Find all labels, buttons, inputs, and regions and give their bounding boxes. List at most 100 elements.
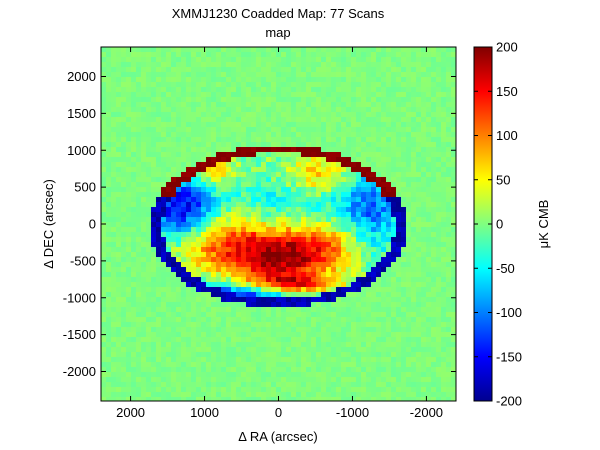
heatmap-cell [296, 197, 302, 203]
heatmap-cell [186, 77, 192, 83]
heatmap-cell [326, 157, 332, 163]
heatmap-cell [291, 352, 297, 358]
heatmap-cell [286, 137, 292, 143]
heatmap-cell [171, 192, 177, 198]
heatmap-cell [391, 297, 397, 303]
heatmap-cell [426, 167, 432, 173]
heatmap-cell [436, 62, 442, 68]
heatmap-cell [101, 117, 107, 123]
heatmap-cell [376, 242, 382, 248]
heatmap-cell [211, 267, 217, 273]
heatmap-cell [391, 172, 397, 178]
heatmap-cell [186, 102, 192, 108]
heatmap-cell [301, 197, 307, 203]
heatmap-cell [371, 357, 377, 363]
heatmap-cell [391, 267, 397, 273]
heatmap-cell [391, 87, 397, 93]
heatmap-cell [191, 102, 197, 108]
heatmap-cell [121, 247, 127, 253]
heatmap-cell [191, 147, 197, 153]
heatmap-cell [381, 72, 387, 78]
heatmap-cell [196, 287, 202, 293]
heatmap-cell [361, 47, 367, 53]
heatmap-cell [266, 247, 272, 253]
heatmap-cell [226, 357, 232, 363]
heatmap-cell [306, 182, 312, 188]
heatmap-cell [431, 382, 437, 388]
heatmap-cell [346, 137, 352, 143]
heatmap-cell [141, 102, 147, 108]
heatmap-cell [211, 297, 217, 303]
heatmap-cell [171, 312, 177, 318]
heatmap-cell [191, 267, 197, 273]
heatmap-cell [131, 177, 137, 183]
heatmap-cell [411, 47, 417, 53]
heatmap-cell [196, 322, 202, 328]
heatmap-cell [261, 182, 267, 188]
heatmap-cell [216, 182, 222, 188]
heatmap-cell [421, 222, 427, 228]
heatmap-cell [116, 352, 122, 358]
heatmap-cell [126, 82, 132, 88]
heatmap-cell [236, 352, 242, 358]
heatmap-cell [246, 57, 252, 63]
heatmap-cell [271, 132, 277, 138]
heatmap-cell [371, 157, 377, 163]
heatmap-cell [331, 247, 337, 253]
heatmap-cell [206, 82, 212, 88]
heatmap-cell [411, 67, 417, 73]
heatmap-cell [106, 282, 112, 288]
heatmap-cell [236, 367, 242, 373]
heatmap-cell [161, 307, 167, 313]
heatmap-cell [406, 247, 412, 253]
heatmap-cell [306, 237, 312, 243]
heatmap-cell [411, 52, 417, 58]
heatmap-cell [396, 247, 402, 253]
heatmap-cell [281, 222, 287, 228]
heatmap-cell [246, 157, 252, 163]
heatmap-cell [296, 342, 302, 348]
heatmap-cell [276, 392, 282, 398]
heatmap-cell [121, 377, 127, 383]
heatmap-cell [166, 312, 172, 318]
heatmap-cell [216, 97, 222, 103]
heatmap-cell [306, 352, 312, 358]
heatmap-cell [361, 147, 367, 153]
heatmap-cell [121, 122, 127, 128]
heatmap-cell [206, 152, 212, 158]
heatmap-cell [106, 187, 112, 193]
heatmap-cell [371, 192, 377, 198]
heatmap-cell [146, 357, 152, 363]
heatmap-cell [216, 82, 222, 88]
heatmap-cell [126, 302, 132, 308]
heatmap-cell [361, 342, 367, 348]
heatmap-cell [276, 182, 282, 188]
heatmap-cell [411, 152, 417, 158]
heatmap-cell [326, 387, 332, 393]
heatmap-cell [276, 257, 282, 263]
heatmap-cell [186, 172, 192, 178]
heatmap-cell [261, 132, 267, 138]
heatmap-cell [446, 352, 452, 358]
heatmap-cell [296, 107, 302, 113]
heatmap-cell [351, 317, 357, 323]
heatmap-cell [121, 197, 127, 203]
heatmap-cell [361, 307, 367, 313]
heatmap-cell [431, 92, 437, 98]
heatmap-cell [221, 62, 227, 68]
heatmap-cell [346, 47, 352, 53]
heatmap-cell [286, 182, 292, 188]
heatmap-cell [241, 217, 247, 223]
heatmap-cell [256, 122, 262, 128]
heatmap-cell [326, 152, 332, 158]
heatmap-cell [266, 87, 272, 93]
heatmap-cell [271, 67, 277, 73]
heatmap-cell [271, 52, 277, 58]
heatmap-cell [271, 382, 277, 388]
heatmap-cell [151, 362, 157, 368]
heatmap-cell [421, 132, 427, 138]
heatmap-cell [381, 132, 387, 138]
heatmap-cell [361, 72, 367, 78]
heatmap-cell [206, 267, 212, 273]
heatmap-cell [436, 142, 442, 148]
